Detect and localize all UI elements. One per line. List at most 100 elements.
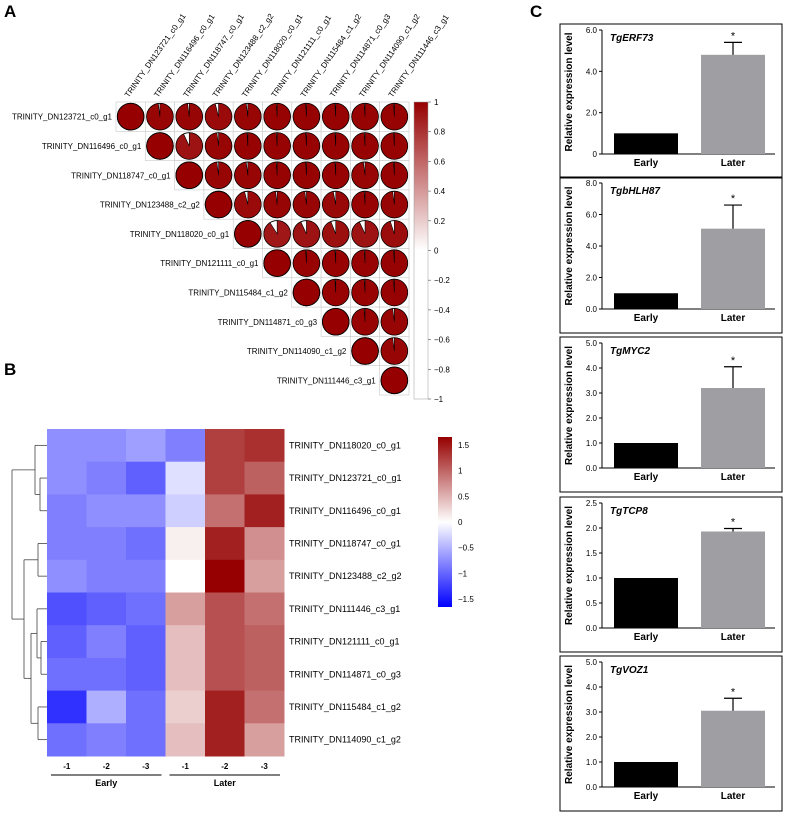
y-axis-label: Relative expression level: [564, 506, 575, 625]
y-axis-label: Relative expression level: [564, 665, 575, 784]
heatmap-cell: [126, 527, 166, 561]
y-tick-label: 6.0: [586, 211, 598, 220]
correlation-pie: [292, 220, 321, 248]
correlation-pie: [292, 190, 321, 219]
heatmap-cell: [47, 657, 87, 692]
y-tick-label: 5.0: [586, 658, 598, 667]
heatmap-cell: [47, 625, 87, 659]
colorbar-tick-label: 0.5: [458, 492, 470, 501]
heatmap-row-label: TRINITY_DN118020_c0_g1: [289, 440, 401, 450]
matrix-row-label: TRINITY_DN118747_c0_g1: [71, 171, 171, 180]
bar: [614, 133, 678, 154]
x-category-label: Early: [634, 158, 659, 169]
significance-star: *: [731, 686, 736, 698]
bar-chart-frame: [559, 336, 783, 493]
bar: [701, 228, 765, 309]
matrix-row-label: TRINITY_DN116496_c0_g1: [42, 142, 142, 151]
y-tick-label: 1.0: [586, 758, 598, 767]
correlation-pie: [351, 190, 379, 219]
colorbar-tick-label: −0.8: [434, 365, 450, 374]
y-tick-label: 2.0: [586, 524, 598, 533]
heatmap-cell: [165, 494, 206, 528]
heatmap-cell: [244, 494, 285, 528]
correlation-pie: [204, 161, 233, 189]
heatmap-cell: [205, 690, 245, 724]
y-axis-label: Relative expression level: [564, 32, 575, 151]
matrix-column-label: TRINITY_DN121111_c0_g1: [269, 13, 333, 99]
colorbar-tick-label: −0.5: [458, 544, 474, 553]
significance-star: *: [731, 517, 736, 529]
correlation-pie: [292, 132, 321, 160]
bar-chart-title: TgERF73: [610, 33, 654, 44]
y-tick-label: 0.0: [586, 464, 598, 473]
heatmap-cell: [205, 657, 245, 692]
heatmap-cell: [86, 625, 127, 659]
bar: [614, 443, 678, 468]
correlation-pie: [146, 132, 174, 160]
heatmap-cell: [47, 592, 87, 626]
y-tick-label: 0.0: [586, 624, 598, 633]
correlation-pie: [380, 161, 408, 189]
heatmap-cell: [126, 690, 166, 724]
heatmap-cell: [244, 429, 285, 463]
heatmap-column-label: -2: [221, 762, 229, 771]
heatmap-row-label: TRINITY_DN123721_c0_g1: [289, 473, 402, 483]
y-tick-label: 1.0: [586, 439, 598, 448]
correlation-pie: [175, 103, 203, 131]
heatmap-cell: [47, 690, 87, 724]
correlation-pie: [234, 132, 262, 160]
correlation-pie: [322, 190, 350, 219]
correlation-pie: [351, 308, 379, 336]
correlation-pie: [380, 132, 408, 160]
matrix-row-label: TRINITY_DN121111_c0_g1: [160, 259, 259, 268]
bar: [701, 710, 765, 787]
correlation-pie: [263, 103, 291, 131]
heatmap-column-label: -1: [63, 762, 71, 771]
heatmap-cell: [205, 559, 245, 593]
correlation-pie: [322, 308, 350, 336]
panel-c-letter: C: [530, 2, 542, 21]
correlation-pie: [204, 190, 233, 219]
heatmap-row-label: TRINITY_DN118747_c0_g1: [289, 538, 401, 548]
correlation-pie: [322, 132, 350, 160]
heatmap-cell: [165, 592, 206, 626]
heatmap-cell: [86, 559, 127, 593]
heatmap-cell: [244, 527, 285, 561]
correlation-pie: [116, 102, 145, 131]
colorbar-tick-label: 0.4: [434, 187, 446, 196]
correlation-pie: [175, 132, 203, 160]
matrix-row-label: TRINITY_DN114090_c1_g2: [247, 347, 347, 356]
bar-chart-title: TgVOZ1: [610, 665, 649, 676]
colorbar-tick-label: 0.8: [434, 128, 446, 137]
y-tick-label: 2.0: [586, 109, 598, 118]
y-tick-label: 2.0: [586, 274, 598, 283]
correlation-pie: [351, 220, 379, 248]
heatmap-cell: [165, 559, 206, 593]
correlation-pie: [234, 161, 262, 189]
correlation-pie: [292, 278, 321, 307]
heatmap-row-label: TRINITY_DN115484_c1_g2: [289, 702, 401, 712]
heatmap-cell: [126, 625, 166, 659]
y-tick-label: 2.5: [586, 499, 598, 508]
heatmap-cell: [244, 461, 285, 495]
heatmap-cell: [165, 690, 206, 724]
bar: [614, 293, 678, 309]
correlation-pie: [322, 278, 350, 307]
colorbar-tick-label: −1.5: [458, 595, 474, 604]
heatmap-cell: [86, 429, 127, 463]
bar: [614, 578, 678, 628]
group-label: Later: [214, 778, 237, 788]
correlation-pie: [351, 337, 379, 365]
heatmap-cell: [165, 461, 206, 495]
heatmap-cell: [205, 494, 245, 528]
correlation-pie: [234, 103, 262, 131]
heatmap-cell: [205, 723, 245, 757]
heatmap-cell: [126, 592, 166, 626]
colorbar-tick-label: 0.6: [434, 157, 446, 166]
correlation-pie: [351, 132, 379, 160]
heatmap-cell: [86, 723, 127, 757]
significance-star: *: [731, 30, 736, 42]
matrix-row-label: TRINITY_DN123488_c2_g2: [100, 201, 201, 210]
y-tick-label: 8.0: [586, 179, 598, 188]
